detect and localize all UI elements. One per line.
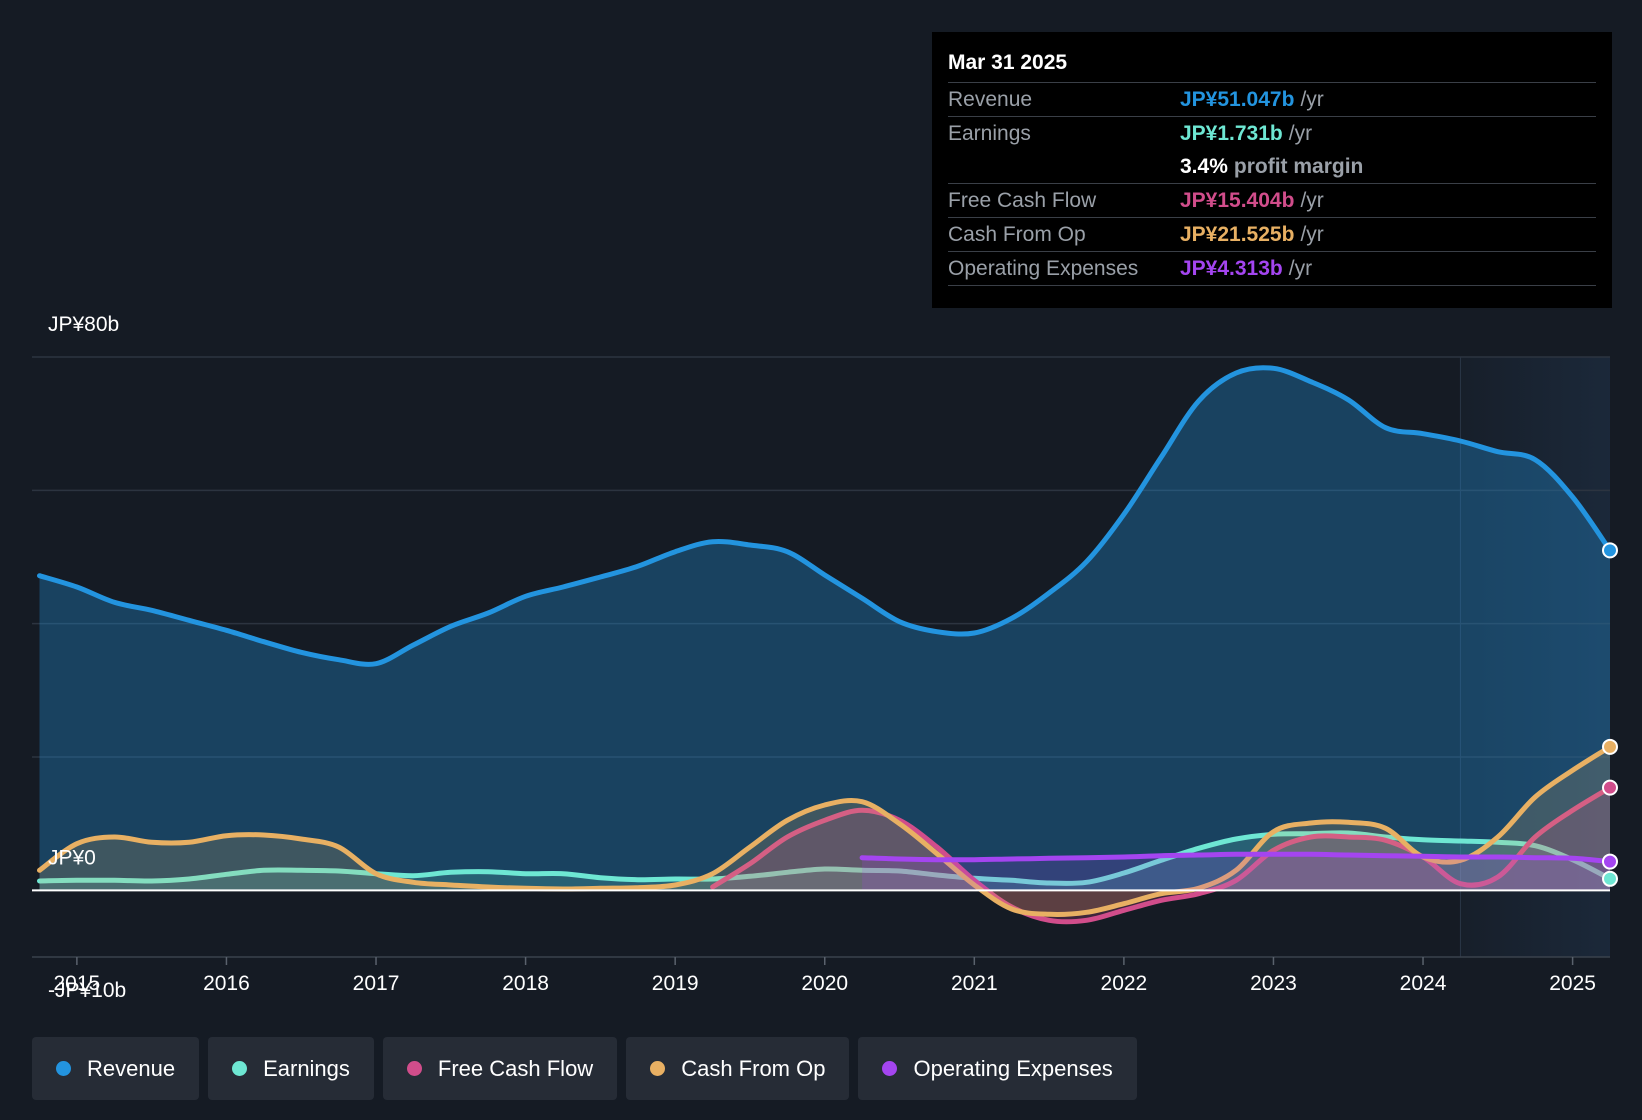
x-tick-label: 2023: [1250, 972, 1297, 995]
x-tick-label: 2018: [502, 972, 549, 995]
revenue-area: [39, 367, 1610, 891]
tooltip-row-fcf: Free Cash Flow JP¥15.404b /yr: [948, 183, 1596, 217]
tooltip-label: Free Cash Flow: [948, 188, 1097, 212]
legend-item-revenue[interactable]: Revenue: [32, 1037, 200, 1100]
tooltip-value: 3.4%: [1180, 154, 1228, 178]
tooltip-row-revenue: Revenue JP¥51.047b /yr: [948, 82, 1596, 116]
tooltip-row-cfo: Cash From Op JP¥21.525b /yr: [948, 217, 1596, 251]
legend-item-operating-expenses[interactable]: Operating Expenses: [858, 1037, 1137, 1100]
x-tick-label: 2015: [54, 972, 101, 995]
tooltip-value: JP¥1.731b: [1180, 121, 1283, 145]
tooltip-unit: /yr: [1300, 222, 1324, 246]
operating-expenses-area: [862, 854, 1610, 891]
legend-label: Cash From Op: [681, 1055, 826, 1081]
x-tick-label: 2016: [203, 972, 250, 995]
free-cash-flow-end-marker: [1602, 779, 1618, 796]
cash-from-op-line: [37, 744, 1613, 917]
legend-item-cash-from-op[interactable]: Cash From Op: [626, 1037, 850, 1100]
tooltip-value: JP¥4.313b: [1180, 256, 1283, 280]
revenue-line: [37, 365, 1613, 667]
tooltip-date: Mar 31 2025: [948, 51, 1068, 74]
earnings-line: [37, 830, 1613, 886]
revenue-end-marker: [1602, 542, 1618, 559]
tooltip-label: Revenue: [948, 87, 1033, 111]
tooltip-unit: /yr: [1300, 87, 1324, 111]
legend-dot-icon: [232, 1061, 248, 1076]
x-tick-label: 2020: [801, 972, 848, 995]
tooltip-row-profit-margin: 3.4% profit margin: [948, 150, 1596, 183]
x-tick-label: 2019: [652, 972, 699, 995]
legend-label: Operating Expenses: [913, 1055, 1113, 1081]
y-tick-label: JP¥0: [48, 846, 96, 869]
legend: Revenue Earnings Free Cash Flow Cash Fro…: [32, 1037, 1137, 1100]
free-cash-flow-area: [712, 787, 1610, 922]
tooltip-row-opex: Operating Expenses JP¥4.313b /yr: [948, 251, 1596, 285]
tooltip-unit: /yr: [1300, 188, 1324, 212]
marker-layer: [1602, 542, 1618, 887]
tooltip-label: Earnings: [948, 121, 1031, 145]
legend-dot-icon: [882, 1061, 898, 1076]
x-tick-label: 2024: [1400, 972, 1447, 995]
operating-expenses-end-marker: [1602, 853, 1618, 870]
legend-dot-icon: [650, 1061, 666, 1076]
legend-label: Free Cash Flow: [437, 1055, 594, 1081]
y-tick-label: -JP¥10b: [48, 979, 126, 1002]
earnings-end-marker: [1602, 870, 1618, 887]
cash-from-op-area: [39, 746, 1610, 915]
tooltip-value: JP¥21.525b: [1180, 222, 1295, 246]
legend-dot-icon: [406, 1061, 422, 1076]
series-layer: [32, 365, 1613, 925]
x-tick-label: 2021: [951, 972, 998, 995]
legend-label: Revenue: [87, 1055, 176, 1081]
legend-item-earnings[interactable]: Earnings: [208, 1037, 374, 1100]
legend-label: Earnings: [263, 1055, 350, 1081]
cash-from-op-end-marker: [1602, 738, 1618, 755]
operating-expenses-line: [859, 851, 1613, 865]
y-tick-label: JP¥80b: [48, 313, 119, 336]
tooltip-panel: Mar 31 2025 Revenue JP¥51.047b /yr Earni…: [932, 32, 1612, 308]
tooltip-value: JP¥51.047b: [1180, 87, 1295, 111]
grid-layer: [32, 356, 1610, 958]
free-cash-flow-line: [710, 785, 1613, 925]
tooltip-label: Operating Expenses: [948, 256, 1139, 280]
tooltip-unit: /yr: [1288, 256, 1313, 280]
legend-item-free-cash-flow[interactable]: Free Cash Flow: [382, 1037, 618, 1100]
x-tick-label: 2017: [353, 972, 400, 995]
legend-dot-icon: [56, 1061, 71, 1076]
tooltip-label: Cash From Op: [948, 222, 1086, 246]
x-tick-label: 2025: [1549, 972, 1596, 995]
tooltip-row-earnings: Earnings JP¥1.731b /yr: [948, 116, 1596, 150]
tooltip-divider: [948, 285, 1596, 287]
tooltip-value: JP¥15.404b: [1180, 188, 1295, 212]
x-tick-label: 2022: [1101, 972, 1148, 995]
tooltip-unit: profit margin: [1233, 154, 1364, 178]
tooltip-unit: /yr: [1288, 121, 1313, 145]
